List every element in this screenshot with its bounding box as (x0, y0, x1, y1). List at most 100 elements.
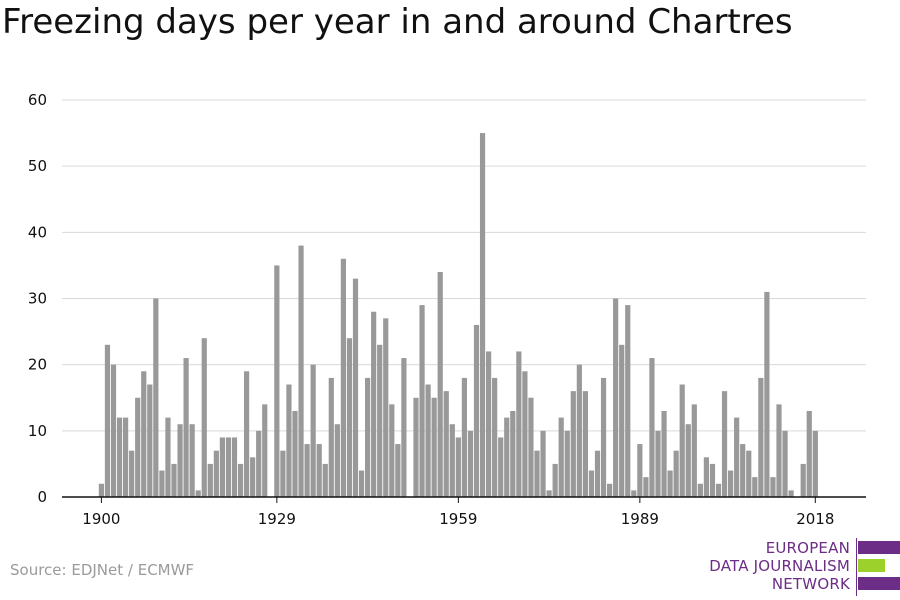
bar (721, 391, 728, 497)
bar (492, 377, 498, 497)
bar (274, 265, 280, 497)
bar (286, 384, 292, 497)
x-tick-label: 1989 (621, 510, 659, 528)
bar (135, 397, 141, 497)
bar (643, 477, 649, 497)
bar (334, 424, 340, 497)
bar (661, 410, 667, 497)
bar (437, 272, 443, 497)
bar-series (98, 133, 818, 498)
bar (679, 384, 685, 497)
x-tick-label: 2018 (796, 510, 834, 528)
bar (504, 417, 510, 497)
edjnet-logo: EUROPEAN DATA JOURNALISM NETWORK (700, 538, 900, 596)
logo-divider (856, 538, 857, 596)
bar (244, 371, 250, 497)
bar (129, 450, 135, 497)
bar (498, 437, 504, 497)
bar (564, 430, 570, 497)
bar (715, 483, 722, 497)
bar (607, 483, 613, 497)
y-tick-label: 30 (28, 290, 47, 308)
bar (800, 463, 806, 497)
bar (479, 133, 486, 498)
logo-bar-purple-bottom (858, 577, 900, 590)
bar (703, 457, 709, 497)
bar (461, 377, 467, 497)
bar (141, 371, 147, 497)
bar (540, 430, 546, 497)
x-tick-label: 1959 (439, 510, 477, 528)
bar (201, 338, 207, 497)
bar (298, 245, 304, 497)
bar (195, 490, 201, 497)
bar (401, 358, 407, 497)
bar (365, 377, 371, 497)
logo-text-line2: DATA JOURNALISM (709, 557, 850, 575)
bar (177, 424, 183, 497)
bar (455, 437, 461, 497)
bar (262, 404, 268, 497)
bar (619, 344, 625, 497)
bar-chart: 0 10 20 30 40 50 60 1900 1929 1959 1989 2018 (28, 91, 866, 528)
bar (165, 417, 171, 497)
bar (637, 444, 643, 497)
bar (649, 358, 655, 497)
bar (104, 344, 111, 497)
chart-title: Freezing days per year in and around Cha… (2, 2, 793, 42)
x-tick-label: 1900 (82, 510, 120, 528)
bar (328, 377, 334, 497)
logo-text-line1: EUROPEAN (765, 539, 850, 557)
bar (280, 450, 286, 497)
bar (746, 450, 752, 497)
bar (812, 430, 818, 497)
bar (473, 324, 480, 497)
bar (98, 483, 104, 497)
y-tick-label: 20 (28, 356, 47, 374)
bar (147, 384, 153, 497)
axes: 0 10 20 30 40 50 60 1900 1929 1959 1989 2018 (28, 91, 866, 528)
bar (183, 358, 189, 497)
bar (389, 404, 395, 497)
bar (582, 391, 588, 497)
bar (358, 470, 365, 497)
bar (340, 258, 346, 497)
bar (734, 417, 740, 497)
bar (770, 477, 776, 497)
logo-text-line3: NETWORK (771, 575, 850, 593)
bar (806, 410, 812, 497)
y-tick-label: 10 (28, 422, 47, 440)
bar (346, 338, 353, 497)
bar (231, 437, 238, 497)
y-tick-label: 50 (28, 157, 47, 175)
bar (740, 444, 746, 497)
bar (352, 278, 359, 497)
bar (304, 444, 310, 497)
bar (552, 463, 558, 497)
y-tick-label: 60 (28, 91, 47, 109)
bar (419, 305, 425, 497)
bar (159, 470, 165, 497)
bar (782, 430, 788, 497)
bar (613, 298, 619, 497)
bar (316, 444, 322, 497)
bar (116, 417, 123, 497)
bar (225, 437, 232, 497)
bar (110, 364, 117, 497)
bar (153, 298, 159, 497)
bar (171, 463, 177, 497)
bar (528, 397, 534, 497)
bar (123, 417, 129, 497)
bar (522, 371, 528, 497)
bar (189, 424, 195, 497)
bar (292, 410, 298, 497)
bar (219, 437, 225, 497)
bar (728, 470, 734, 497)
gridlines (62, 99, 866, 432)
bar (207, 463, 213, 497)
bar (752, 477, 758, 497)
bar (467, 430, 474, 497)
bar (758, 377, 764, 497)
bar (558, 417, 564, 497)
bar (546, 490, 552, 497)
